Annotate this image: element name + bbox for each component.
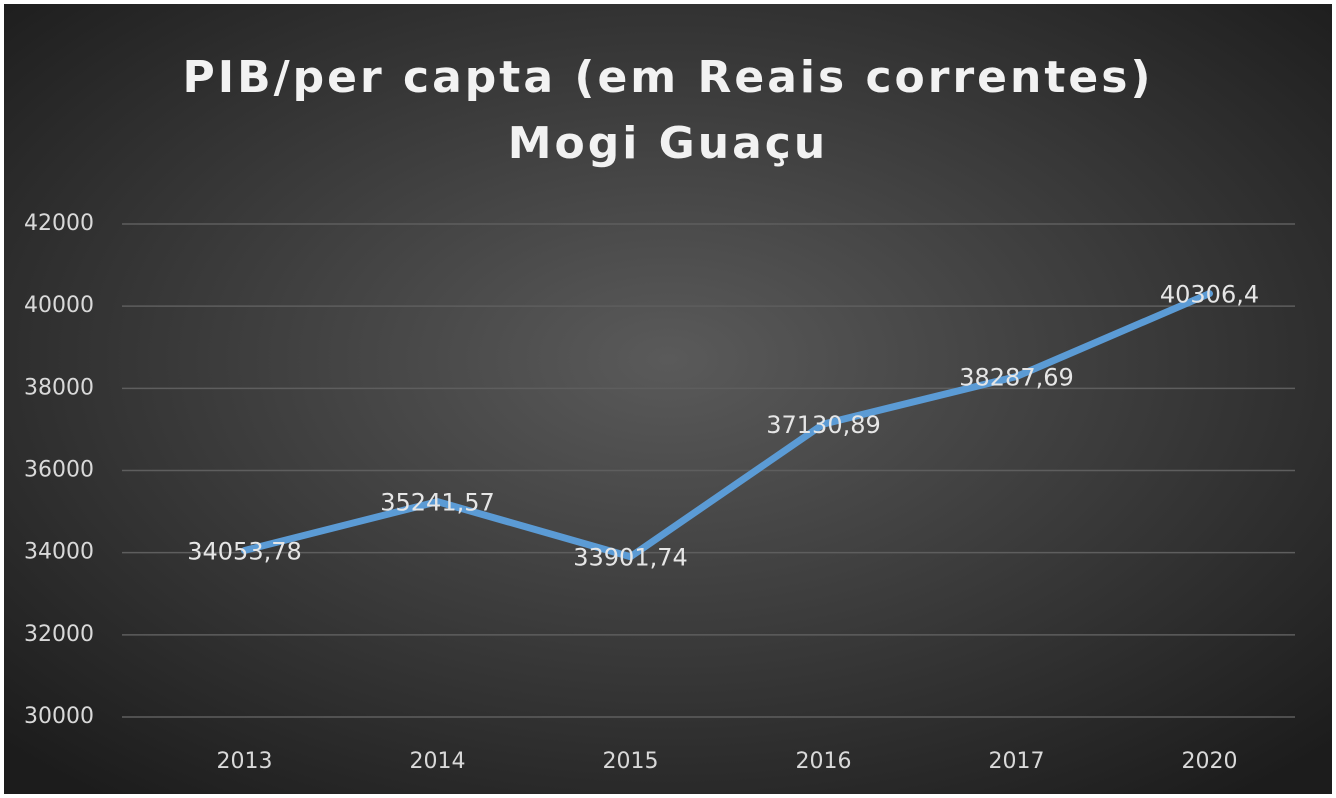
data-label: 33901,74 <box>573 544 688 572</box>
chart-background <box>4 4 1332 794</box>
chart-title: PIB/per capta (em Reais correntes) <box>182 52 1153 103</box>
data-label: 38287,69 <box>959 364 1074 392</box>
data-label: 35241,57 <box>380 489 495 517</box>
chart-subtitle: Mogi Guaçu <box>508 118 828 169</box>
y-tick-label: 42000 <box>24 211 94 236</box>
data-label: 37130,89 <box>766 411 881 439</box>
y-tick-label: 30000 <box>24 704 94 729</box>
y-tick-label: 40000 <box>24 293 94 318</box>
x-tick-label: 2015 <box>603 749 659 774</box>
y-tick-label: 36000 <box>24 458 94 483</box>
data-line <box>241 290 1213 561</box>
data-label: 34053,78 <box>187 537 302 565</box>
y-tick-label: 34000 <box>24 540 94 565</box>
data-label: 40306,4 <box>1160 281 1259 309</box>
x-tick-label: 2017 <box>989 749 1045 774</box>
y-tick-label: 32000 <box>24 622 94 647</box>
x-tick-label: 2020 <box>1182 749 1238 774</box>
x-tick-label: 2016 <box>796 749 852 774</box>
y-tick-label: 38000 <box>24 375 94 400</box>
x-tick-label: 2014 <box>410 749 466 774</box>
x-tick-label: 2013 <box>217 749 273 774</box>
